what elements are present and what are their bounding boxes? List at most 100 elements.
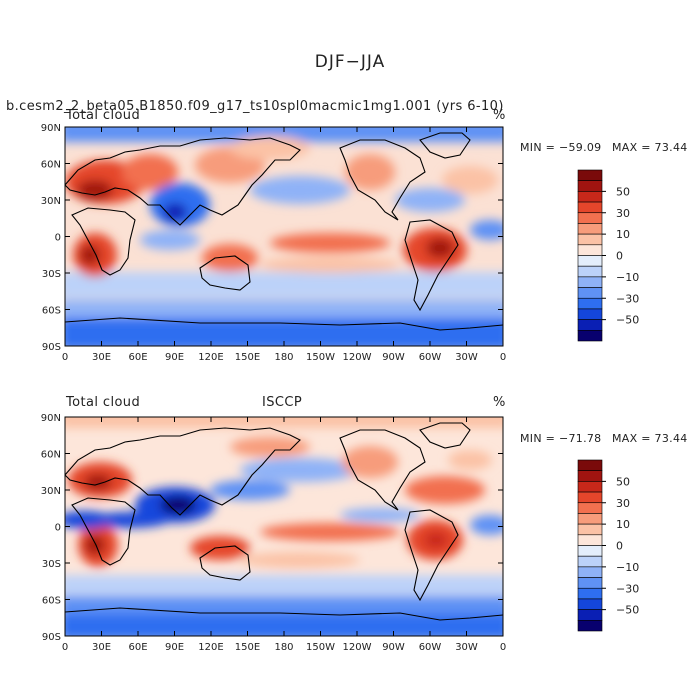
panel1-colorbar-swatch	[577, 265, 603, 278]
panel2-colorbar: 50 30 10 0 −10 −30 −50	[577, 459, 639, 632]
panel2-ytick-label: 30N	[41, 486, 61, 497]
panel1-xtick-label: 90W	[382, 352, 405, 363]
panel1-colorbar-swatch	[577, 330, 603, 342]
panel1-colorbar-label: −30	[616, 292, 639, 305]
panel2-center-label: ISCCP	[262, 395, 303, 410]
panel1-xtick-label: 0	[500, 352, 506, 363]
panel2-colorbar-swatch	[577, 534, 603, 546]
panel1-ytick-label: 30S	[42, 269, 61, 280]
panel1-colorbar-label: −10	[616, 271, 639, 284]
panel1-ytick-label: 90N	[41, 123, 61, 134]
panel1-xtick-label: 180	[274, 352, 293, 363]
panel1-colorbar-swatch	[577, 297, 603, 310]
panel2-colorbar-swatch	[577, 566, 603, 578]
panel2-ytick-label: 0	[55, 523, 61, 534]
panel2-xtick-label: 180	[274, 642, 293, 653]
panel1-colorbar-swatch	[577, 191, 603, 203]
panel1-colorbar-swatch	[577, 180, 603, 192]
panel2-colorbar-label: −50	[616, 604, 639, 617]
panel2-xtick-label: 0	[500, 642, 506, 653]
panel1-colorbar-swatch	[577, 169, 603, 181]
panel2-colorbar-swatch	[577, 587, 603, 600]
panel2-colorbar-swatch	[577, 481, 603, 493]
panel1-colorbar-swatch	[577, 319, 603, 331]
panel2-xtick-label: 120W	[343, 642, 372, 653]
panel2-colorbar-swatch	[577, 555, 603, 568]
panel1-map: 0 30E 60E 90E 120E 150E 180 150W 120W 90W 60W 30W 09…	[41, 123, 506, 363]
panel1-xtick-label: 60W	[419, 352, 442, 363]
panel1-colorbar-swatch	[577, 244, 603, 256]
panel1-ytick-label: 30N	[41, 196, 61, 207]
panel2-colorbar-swatch	[577, 491, 603, 504]
panel2-ytick-label: 90S	[42, 632, 61, 643]
panel2-colorbar-swatch	[577, 502, 603, 514]
panel1-colorbar-swatch	[577, 223, 603, 235]
panel1-max-label: MAX = 73.44	[612, 141, 688, 154]
panel1-min-label: MIN = −59.09	[520, 141, 602, 154]
panel2-xtick-label: 60W	[419, 642, 442, 653]
panel1-xtick-label: 120W	[343, 352, 372, 363]
panel1-colorbar-label: 10	[616, 228, 630, 241]
panel1-left-label: Total cloud	[66, 108, 141, 123]
panel2-right-label: %	[493, 395, 506, 410]
panel1-colorbar-swatch	[577, 233, 603, 246]
panel1-colorbar: 50 30 10 0 −10 −30 −50	[577, 169, 639, 342]
case-title: b.cesm2_2_beta05.B1850.f09_g17_ts10spl0m…	[6, 99, 504, 114]
panel2-xtick-label: 120E	[198, 642, 223, 653]
panel2-xtick-label: 150E	[235, 642, 260, 653]
panel1-xtick-label: 120E	[198, 352, 223, 363]
panel1-xtick-label: 150W	[306, 352, 335, 363]
panel2-xtick-label: 90E	[165, 642, 184, 653]
panel2-colorbar-swatch	[577, 459, 603, 471]
panel1-colorbar-swatch	[577, 287, 603, 299]
panel1-colorbar-swatch	[577, 212, 603, 224]
panel1-ytick-label: 0	[55, 233, 61, 244]
panel1-right-label: %	[493, 108, 506, 123]
panel1-xtick-label: 90E	[165, 352, 184, 363]
panel2-xtick-label: 60E	[128, 642, 147, 653]
panel1-colorbar-swatch	[577, 276, 603, 288]
panel1-colorbar-swatch	[577, 308, 603, 320]
panel2-colorbar-swatch	[577, 470, 603, 482]
panel2-colorbar-label: 0	[616, 540, 623, 553]
panel1-colorbar-swatch	[577, 201, 603, 214]
panel1-colorbar-swatch	[577, 255, 603, 267]
panel2-colorbar-swatch	[577, 577, 603, 589]
panel1-ytick-label: 90S	[42, 342, 61, 353]
panel1-colorbar-label: −50	[616, 314, 639, 327]
panel2-colorbar-label: 10	[616, 518, 630, 531]
panel2-ytick-label: 60N	[41, 450, 61, 461]
panel2-ytick-label: 90N	[41, 413, 61, 424]
panel2-colorbar-label: −10	[616, 561, 639, 574]
panel2-colorbar-swatch	[577, 609, 603, 621]
panel2-xtick-label: 90W	[382, 642, 405, 653]
panel2-ytick-label: 30S	[42, 559, 61, 570]
panel2-xtick-label: 30W	[455, 642, 478, 653]
panel2-colorbar-swatch	[577, 545, 603, 557]
panel1-colorbar-label: 50	[616, 185, 630, 198]
panel2-colorbar-swatch	[577, 523, 603, 536]
panel2-max-label: MAX = 73.44	[612, 432, 688, 445]
panel2-map: 0 30E 60E 90E 120E 150E 180 150W 120W 90W 60W 30W 0 9…	[41, 413, 506, 653]
panel2-left-label: Total cloud	[66, 395, 141, 410]
panel2-colorbar-swatch	[577, 620, 603, 632]
figure-title: DJF−JJA	[314, 52, 386, 72]
panel1-xtick-label: 0	[62, 352, 68, 363]
panel1-ytick-label: 60N	[41, 160, 61, 171]
panel2-axes: 0 30E 60E 90E 120E 150E 180 150W 120W 90W 60W 30W 0 9…	[41, 413, 506, 653]
panel2-xtick-label: 30E	[92, 642, 111, 653]
panel1-xtick-label: 60E	[128, 352, 147, 363]
panel2-colorbar-swatch	[577, 513, 603, 525]
panel1-ytick-label: 60S	[42, 306, 61, 317]
panel2-min-label: MIN = −71.78	[520, 432, 602, 445]
panel2-xtick-label: 150W	[306, 642, 335, 653]
panel2-colorbar-swatch	[577, 598, 603, 610]
panel1-colorbar-label: 30	[616, 207, 630, 220]
panel1-xtick-label: 30E	[92, 352, 111, 363]
panel1-axes: 0 30E 60E 90E 120E 150E 180 150W 120W 90W 60W 30W 09…	[41, 123, 506, 363]
panel1-xtick-label: 30W	[455, 352, 478, 363]
panel2-colorbar-label: −30	[616, 582, 639, 595]
panel2-colorbar-label: 50	[616, 475, 630, 488]
panel2-ytick-label: 60S	[42, 596, 61, 607]
